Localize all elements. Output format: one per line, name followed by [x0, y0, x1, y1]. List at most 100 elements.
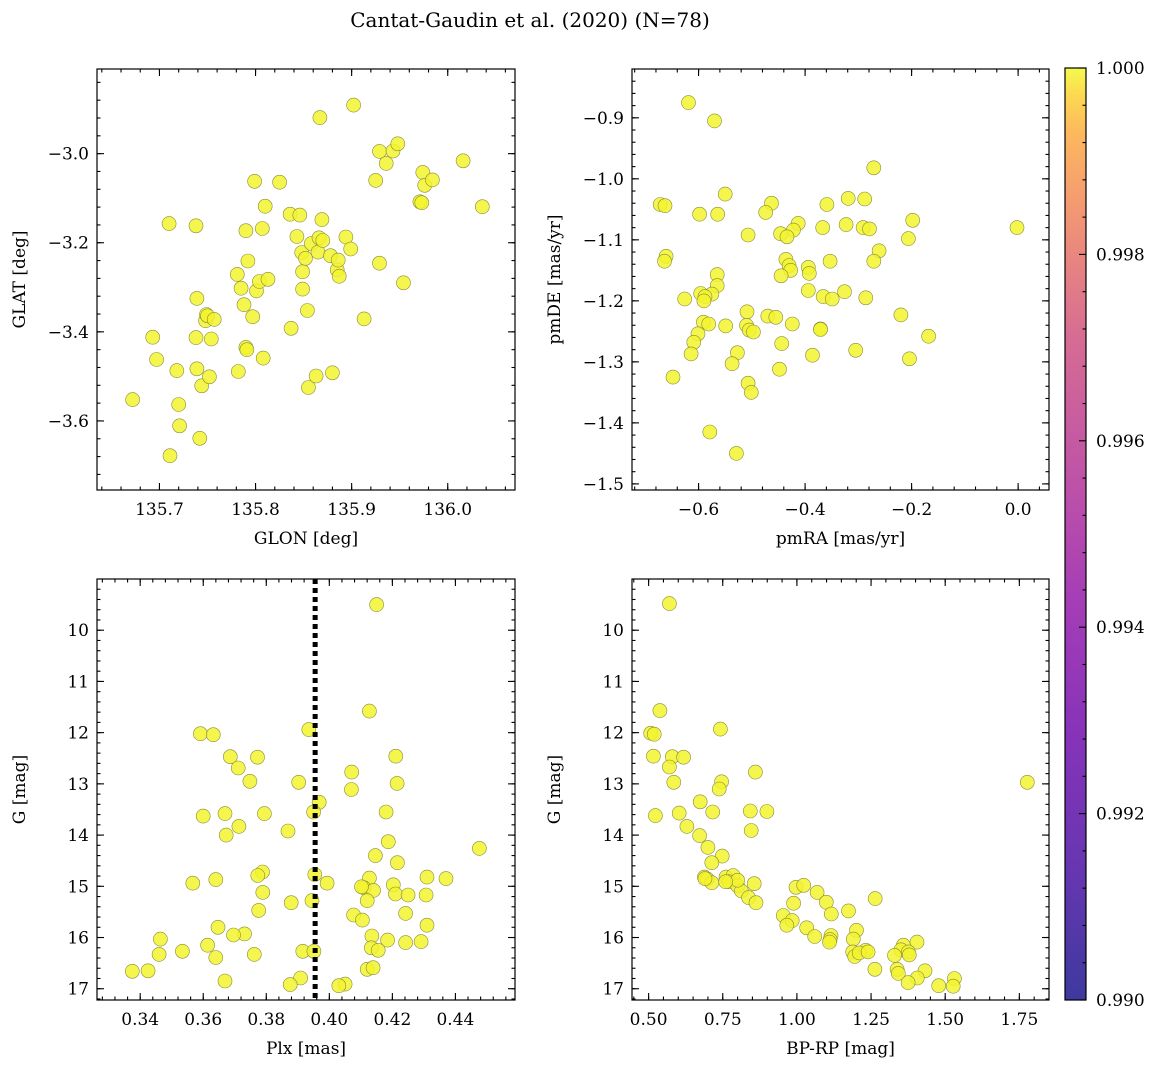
colorbar-tick-label: 1.000 [1096, 59, 1145, 79]
data-point [701, 316, 717, 332]
data-point [784, 316, 800, 332]
x-tick-label: −0.6 [678, 500, 719, 520]
data-point [325, 365, 340, 381]
data-point [188, 218, 204, 234]
data-point [822, 934, 837, 950]
y-tick-label: 15 [67, 877, 89, 897]
data-point [169, 363, 185, 378]
data-point [700, 840, 716, 855]
data-point [813, 322, 828, 337]
x-tick-label: 0.34 [121, 1010, 159, 1030]
data-point [824, 291, 840, 307]
y-axis-label: G [mag] [545, 755, 565, 824]
data-point [867, 961, 883, 977]
data-point [260, 271, 276, 287]
data-point [250, 749, 265, 765]
data-point [1009, 220, 1025, 235]
data-point [662, 759, 677, 775]
data-point [217, 973, 233, 989]
data-point [890, 966, 906, 981]
x-tick-label: 1.00 [778, 1010, 816, 1030]
data-point [729, 446, 744, 461]
data-point [866, 160, 882, 176]
data-point [388, 886, 403, 902]
y-axis-label: G [mag] [10, 755, 30, 824]
x-tick-label: 0.50 [630, 1010, 668, 1030]
data-point [474, 199, 490, 214]
data-point [419, 917, 435, 933]
data-point [231, 819, 247, 834]
x-tick-label: 0.36 [184, 1010, 222, 1030]
data-point [390, 855, 405, 871]
data-point [257, 198, 273, 214]
data-point [676, 749, 691, 765]
data-point [887, 948, 902, 963]
y-tick-label: 13 [602, 775, 624, 795]
data-point [746, 324, 761, 340]
y-tick-label: −3.0 [48, 145, 89, 165]
y-tick-label: 10 [602, 621, 624, 641]
x-tick-label: 1.25 [852, 1010, 890, 1030]
y-tick-label: 17 [602, 980, 624, 1000]
data-point [823, 906, 839, 922]
data-point [683, 346, 699, 362]
data-point [713, 721, 728, 737]
data-point [368, 848, 383, 863]
data-point [692, 828, 707, 843]
data-point [231, 364, 246, 379]
plot-frame [96, 578, 516, 1001]
data-point [255, 350, 271, 366]
data-point [400, 887, 416, 903]
data-point [681, 95, 696, 110]
data-point [254, 221, 270, 236]
data-point [724, 356, 740, 372]
scatter-points [643, 596, 1035, 994]
data-point [175, 943, 190, 959]
y-tick-label: 16 [67, 929, 89, 949]
scatter-points [652, 95, 1025, 461]
data-point [390, 136, 406, 152]
colorbar-tick-label: 0.992 [1096, 805, 1145, 825]
plot-frame [631, 578, 1050, 1001]
x-tick-label: 135.8 [231, 500, 280, 520]
data-point [807, 929, 823, 944]
data-point [223, 749, 238, 765]
y-tick-label: 16 [602, 929, 624, 949]
data-point [230, 267, 245, 282]
data-point [308, 368, 324, 384]
scatter-points [125, 97, 490, 464]
data-point [648, 808, 663, 823]
data-point [245, 309, 260, 325]
y-tick-label: −3.4 [48, 323, 89, 343]
data-point [822, 253, 838, 269]
data-point [858, 290, 874, 306]
data-point [189, 291, 205, 306]
data-point [206, 727, 221, 743]
y-tick-label: −1.5 [583, 475, 624, 495]
data-point [786, 895, 801, 911]
data-point [330, 252, 346, 268]
colorbar-frame [1064, 67, 1087, 1001]
panels: 135.7 135.8 135.9 136.0 −3.6 −3.4 −3.2 −3.0 GLON… [10, 68, 1050, 1059]
data-point [257, 806, 272, 821]
data-point [862, 221, 877, 237]
data-point [815, 220, 831, 235]
data-point [319, 875, 335, 891]
data-point [293, 970, 308, 986]
panel-glon-glat: 135.7 135.8 135.9 136.0 −3.6 −3.4 −3.2 −3.0 GLON… [10, 68, 516, 549]
data-point [646, 748, 661, 764]
data-point [809, 885, 825, 900]
data-point [240, 253, 256, 269]
data-point [414, 195, 430, 210]
data-point [193, 726, 208, 742]
data-point [298, 250, 313, 266]
data-point [819, 197, 835, 212]
data-point [848, 342, 864, 358]
data-point [238, 223, 254, 238]
data-point [247, 947, 262, 962]
data-point [365, 960, 381, 976]
x-tick-label: 135.7 [135, 500, 184, 520]
x-tick-label: 0.0 [1005, 500, 1032, 520]
data-point [188, 330, 204, 345]
